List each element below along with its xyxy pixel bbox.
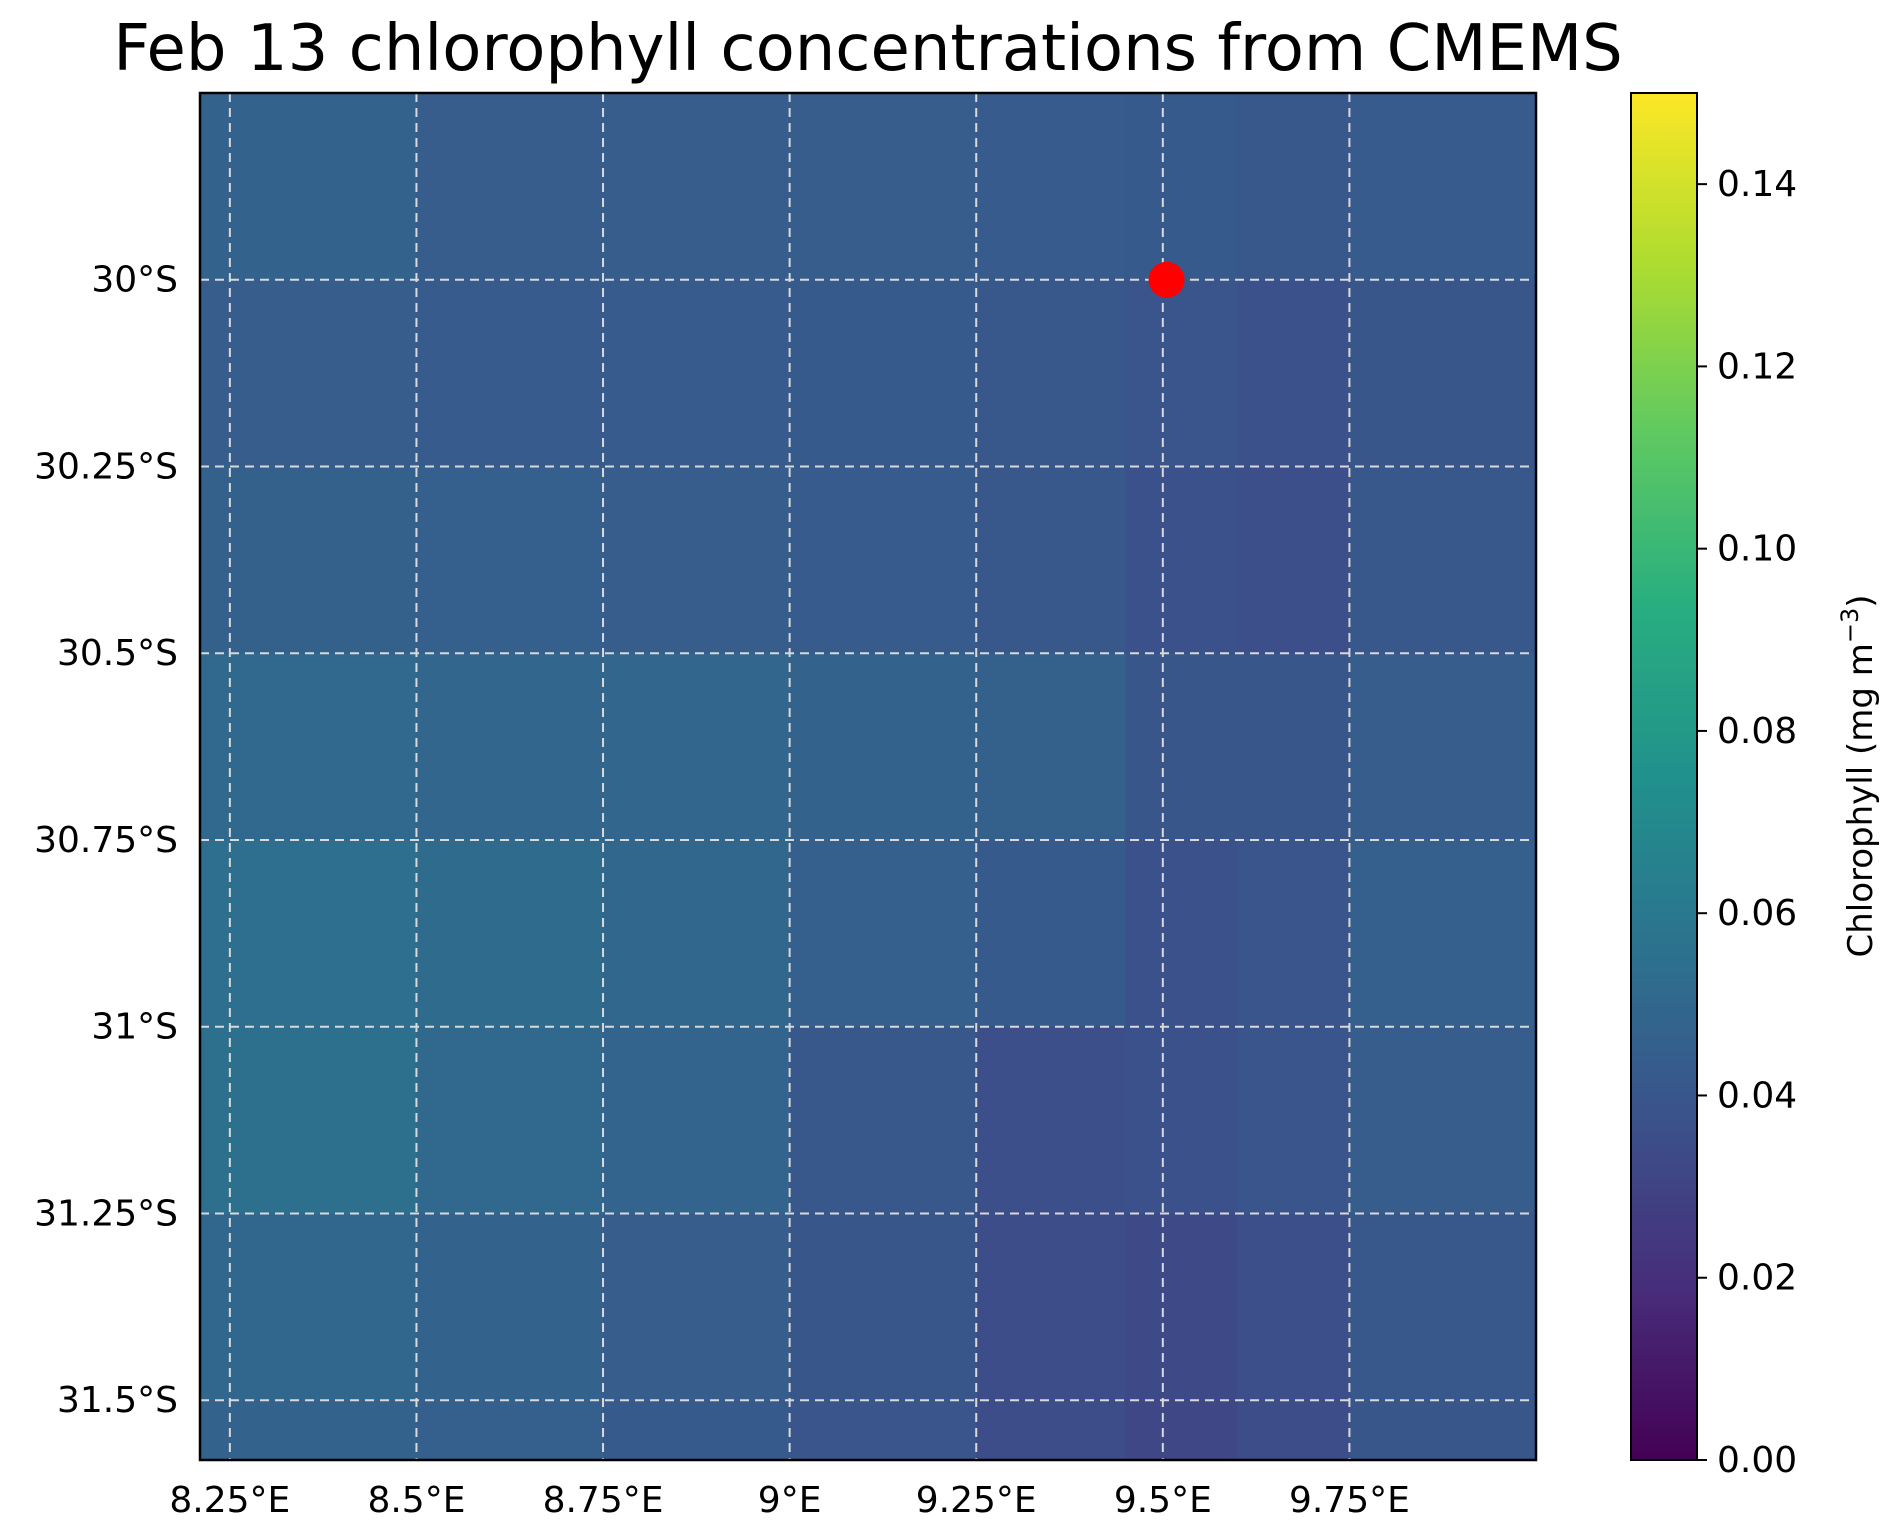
heatmap-cell [1237,466,1351,654]
x-tick-label: 8.75°E [543,1480,664,1521]
y-tick-label: 30.75°S [34,820,178,861]
heatmap-cell [200,653,418,841]
heatmap-cell [1125,653,1239,841]
heatmap-cell [789,466,977,654]
y-axis-ticks: 30°S 30.25°S 30.5°S 30.75°S 31°S 31.25°S 31.5°… [34,260,178,1421]
x-axis-ticks: 8.25°E 8.5°E 8.75°E 9°E 9.25°E 9.5°E 9.75°E [169,1480,1409,1521]
heatmap-cell [416,93,604,281]
heatmap-cell [976,1213,1127,1401]
chart-title: Feb 13 chlorophyll concentrations from C… [113,12,1623,86]
heatmap-cell [976,93,1127,281]
colorbar-tick-label: 0.02 [1717,1258,1797,1299]
heatmap-cell [1237,93,1351,281]
heatmap-cell [1125,279,1239,468]
heatmap-cell [1237,1213,1351,1401]
heatmap-cell [789,279,977,468]
heatmap-cell [603,1400,791,1461]
colorbar-tick-label: 0.14 [1717,164,1797,205]
heatmap-cell [1237,1026,1351,1215]
heatmap-cell [603,279,791,468]
heatmap-cell [789,1026,977,1215]
heatmap-cell [1125,1026,1239,1215]
heatmap-cell [603,466,791,654]
heatmap-cell [1125,1400,1239,1461]
heatmap-cell [200,1213,418,1401]
colorbar-tick-label: 0.06 [1717,893,1797,934]
heatmap-cell [1349,279,1537,468]
heatmap-cell [1349,93,1537,281]
y-tick-label: 30°S [91,260,178,301]
heatmap-cell [416,1026,604,1215]
marker-layer [1148,261,1185,298]
heatmap-cell [1125,93,1239,281]
colorbar-label: Chlorophyll (mg m−3) [1836,594,1881,957]
x-tick-label: 8.25°E [169,1480,290,1521]
heatmap-cell [976,653,1127,841]
heatmap-cell [603,1213,791,1401]
heatmap-cell [200,1400,418,1461]
heatmap-cell [603,653,791,841]
heatmap-cell [789,839,977,1028]
heatmap-cell [1237,839,1351,1028]
heatmap-cell [1125,839,1239,1028]
heatmap-cell [1349,1026,1537,1215]
plot-frame [198,91,1538,1462]
x-tick-label: 9.5°E [1114,1480,1212,1521]
location-marker [1148,261,1185,298]
heatmap-cell [603,93,791,281]
heatmap-cell [1237,1400,1351,1461]
y-tick-label: 31.5°S [57,1380,178,1421]
heatmap-cell [789,653,977,841]
colorbar-tick-label: 0.10 [1717,529,1797,570]
heatmap-cell [200,1026,418,1215]
heatmap-cell [789,1400,977,1461]
heatmap-cell [976,1400,1127,1461]
heatmap-cell [200,93,418,281]
colorbar-ticks: 0.00 0.02 0.04 0.06 0.08 0.10 0.12 0.14 [1697,164,1797,1481]
x-tick-label: 9.75°E [1289,1480,1410,1521]
heatmap-cell [1237,653,1351,841]
heatmap-cell [1125,1213,1239,1401]
heatmap-cell [1237,279,1351,468]
x-tick-label: 9°E [758,1480,822,1521]
heatmap-cell [1349,1400,1537,1461]
heatmap-cell [789,93,977,281]
heatmap-cell [416,466,604,654]
heatmap-cell [1349,466,1537,654]
heatmap-cell [416,1213,604,1401]
grid-lines [200,93,1536,1460]
heatmap-cell [416,279,604,468]
colorbar-tick-label: 0.12 [1717,346,1797,387]
y-tick-label: 30.25°S [34,446,178,487]
colorbar-tick-label: 0.00 [1717,1440,1797,1481]
heatmap-cell [416,839,604,1028]
heatmap-cell [976,1026,1127,1215]
colorbar-tick-label: 0.04 [1717,1075,1797,1116]
heatmap-cell [1125,466,1239,654]
heatmap-cell [976,839,1127,1028]
heatmap-cell [976,466,1127,654]
heatmap-cells [200,93,1537,1461]
heatmap-cell [200,839,418,1028]
heatmap-cell [416,1400,604,1461]
heatmap-cell [200,279,418,468]
y-tick-label: 30.5°S [57,633,178,674]
heatmap-cell [1349,653,1537,841]
colorbar-tick-label: 0.08 [1717,711,1797,752]
heatmap-cell [1349,839,1537,1028]
x-tick-label: 9.25°E [916,1480,1037,1521]
x-tick-label: 8.5°E [367,1480,465,1521]
heatmap-cell [603,839,791,1028]
y-tick-label: 31°S [91,1007,178,1048]
heatmap-cell [603,1026,791,1215]
y-tick-label: 31.25°S [34,1193,178,1234]
heatmap-cell [1349,1213,1537,1401]
heatmap-cell [200,466,418,654]
heatmap-cell [789,1213,977,1401]
heatmap-cell [976,279,1127,468]
colorbar [1630,92,1698,1461]
heatmap-cell [416,653,604,841]
